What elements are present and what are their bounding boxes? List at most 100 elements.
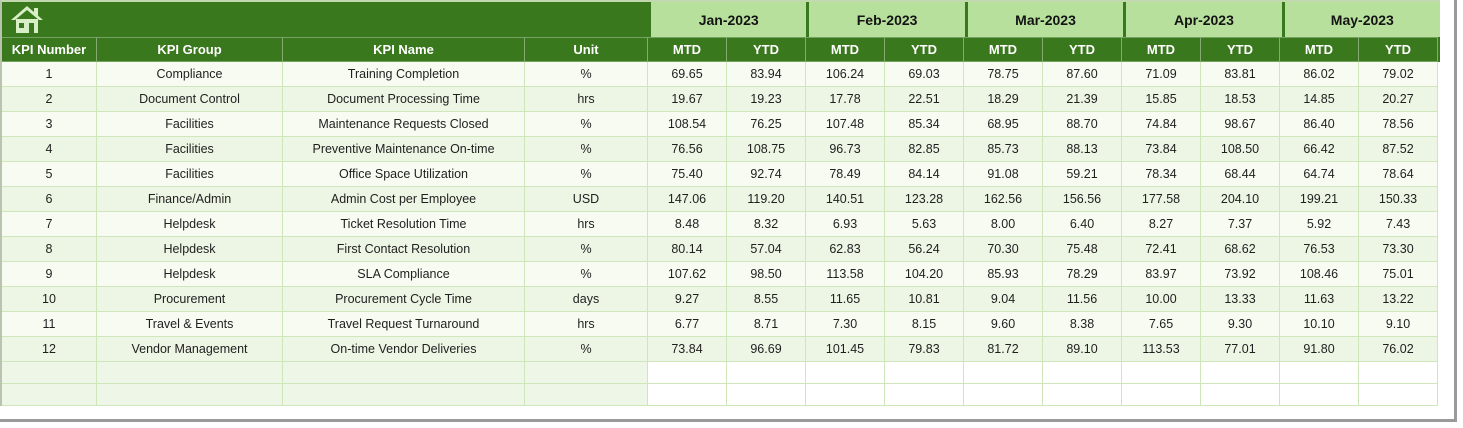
cell-kpi-name[interactable]: First Contact Resolution [283, 237, 525, 262]
cell-value[interactable]: 11.65 [806, 287, 885, 312]
cell-value[interactable]: 62.83 [806, 237, 885, 262]
cell-value[interactable]: 15.85 [1122, 87, 1201, 112]
cell-unit[interactable]: % [525, 237, 648, 262]
cell-value[interactable] [806, 362, 885, 384]
cell-value[interactable]: 156.56 [1043, 187, 1122, 212]
cell-value[interactable]: 88.70 [1043, 112, 1122, 137]
cell-value[interactable]: 104.20 [885, 262, 964, 287]
cell-value[interactable]: 91.80 [1280, 337, 1359, 362]
cell-value[interactable]: 107.62 [648, 262, 727, 287]
cell-kpi-number[interactable] [2, 362, 97, 384]
cell-value[interactable]: 18.29 [964, 87, 1043, 112]
cell-value[interactable]: 98.67 [1201, 112, 1280, 137]
cell-value[interactable]: 73.30 [1359, 237, 1438, 262]
cell-value[interactable] [1043, 362, 1122, 384]
cell-unit[interactable]: % [525, 112, 648, 137]
cell-value[interactable]: 73.92 [1201, 262, 1280, 287]
cell-unit[interactable] [525, 362, 648, 384]
cell-value[interactable]: 9.27 [648, 287, 727, 312]
cell-value[interactable]: 9.60 [964, 312, 1043, 337]
cell-value[interactable]: 85.73 [964, 137, 1043, 162]
cell-kpi-name[interactable]: Document Processing Time [283, 87, 525, 112]
cell-value[interactable]: 22.51 [885, 87, 964, 112]
cell-kpi-name[interactable]: Procurement Cycle Time [283, 287, 525, 312]
cell-value[interactable]: 13.33 [1201, 287, 1280, 312]
cell-value[interactable]: 73.84 [648, 337, 727, 362]
cell-value[interactable]: 101.45 [806, 337, 885, 362]
cell-value[interactable]: 6.93 [806, 212, 885, 237]
month-header-feb-2023[interactable]: Feb-2023 [806, 2, 965, 37]
header-kpi-number[interactable]: KPI Number [2, 37, 97, 62]
cell-kpi-name[interactable]: Training Completion [283, 62, 525, 87]
cell-value[interactable]: 7.30 [806, 312, 885, 337]
month-header-may-2023[interactable]: May-2023 [1281, 2, 1441, 37]
cell-value[interactable]: 11.63 [1280, 287, 1359, 312]
cell-value[interactable] [885, 384, 964, 406]
cell-value[interactable]: 10.00 [1122, 287, 1201, 312]
cell-kpi-group[interactable]: Vendor Management [97, 337, 283, 362]
header-kpi-group[interactable]: KPI Group [97, 37, 283, 62]
cell-value[interactable]: 108.54 [648, 112, 727, 137]
header-mtd-apr-2023[interactable]: MTD [1122, 37, 1201, 62]
cell-value[interactable] [1201, 384, 1280, 406]
cell-value[interactable]: 108.46 [1280, 262, 1359, 287]
cell-kpi-number[interactable]: 8 [2, 237, 97, 262]
cell-value[interactable]: 96.73 [806, 137, 885, 162]
cell-value[interactable]: 84.14 [885, 162, 964, 187]
cell-kpi-number[interactable]: 11 [2, 312, 97, 337]
cell-value[interactable] [1201, 362, 1280, 384]
header-mtd-jan-2023[interactable]: MTD [648, 37, 727, 62]
cell-kpi-name[interactable]: On-time Vendor Deliveries [283, 337, 525, 362]
cell-value[interactable]: 87.60 [1043, 62, 1122, 87]
cell-value[interactable]: 78.75 [964, 62, 1043, 87]
cell-value[interactable] [1280, 384, 1359, 406]
cell-value[interactable]: 86.02 [1280, 62, 1359, 87]
cell-value[interactable]: 75.40 [648, 162, 727, 187]
cell-kpi-group[interactable]: Document Control [97, 87, 283, 112]
cell-kpi-group[interactable] [97, 362, 283, 384]
cell-value[interactable]: 113.58 [806, 262, 885, 287]
month-header-mar-2023[interactable]: Mar-2023 [964, 2, 1124, 37]
cell-unit[interactable] [525, 384, 648, 406]
cell-unit[interactable]: hrs [525, 312, 648, 337]
cell-value[interactable]: 11.56 [1043, 287, 1122, 312]
cell-value[interactable]: 19.23 [727, 87, 806, 112]
cell-value[interactable]: 71.09 [1122, 62, 1201, 87]
cell-value[interactable]: 5.92 [1280, 212, 1359, 237]
cell-kpi-name[interactable]: SLA Compliance [283, 262, 525, 287]
cell-value[interactable]: 80.14 [648, 237, 727, 262]
cell-value[interactable]: 73.84 [1122, 137, 1201, 162]
cell-value[interactable]: 8.38 [1043, 312, 1122, 337]
cell-value[interactable]: 147.06 [648, 187, 727, 212]
cell-kpi-group[interactable]: Facilities [97, 137, 283, 162]
cell-unit[interactable]: % [525, 337, 648, 362]
header-kpi-name[interactable]: KPI Name [283, 37, 525, 62]
cell-value[interactable] [648, 362, 727, 384]
header-ytd-apr-2023[interactable]: YTD [1201, 37, 1280, 62]
cell-value[interactable]: 87.52 [1359, 137, 1438, 162]
cell-value[interactable]: 78.56 [1359, 112, 1438, 137]
cell-value[interactable]: 20.27 [1359, 87, 1438, 112]
header-ytd-may-2023[interactable]: YTD [1359, 37, 1438, 62]
cell-value[interactable]: 83.94 [727, 62, 806, 87]
cell-value[interactable]: 8.48 [648, 212, 727, 237]
header-mtd-mar-2023[interactable]: MTD [964, 37, 1043, 62]
cell-kpi-group[interactable]: Travel & Events [97, 312, 283, 337]
cell-value[interactable]: 6.77 [648, 312, 727, 337]
cell-value[interactable]: 92.74 [727, 162, 806, 187]
header-mtd-may-2023[interactable]: MTD [1280, 37, 1359, 62]
cell-value[interactable]: 140.51 [806, 187, 885, 212]
cell-value[interactable]: 8.27 [1122, 212, 1201, 237]
cell-value[interactable]: 107.48 [806, 112, 885, 137]
cell-value[interactable]: 85.34 [885, 112, 964, 137]
cell-kpi-name[interactable]: Travel Request Turnaround [283, 312, 525, 337]
cell-kpi-group[interactable]: Facilities [97, 162, 283, 187]
cell-unit[interactable]: days [525, 287, 648, 312]
cell-kpi-group[interactable]: Facilities [97, 112, 283, 137]
cell-unit[interactable]: hrs [525, 87, 648, 112]
cell-value[interactable]: 86.40 [1280, 112, 1359, 137]
cell-value[interactable] [648, 384, 727, 406]
cell-kpi-number[interactable]: 10 [2, 287, 97, 312]
cell-value[interactable]: 75.48 [1043, 237, 1122, 262]
cell-kpi-number[interactable]: 9 [2, 262, 97, 287]
